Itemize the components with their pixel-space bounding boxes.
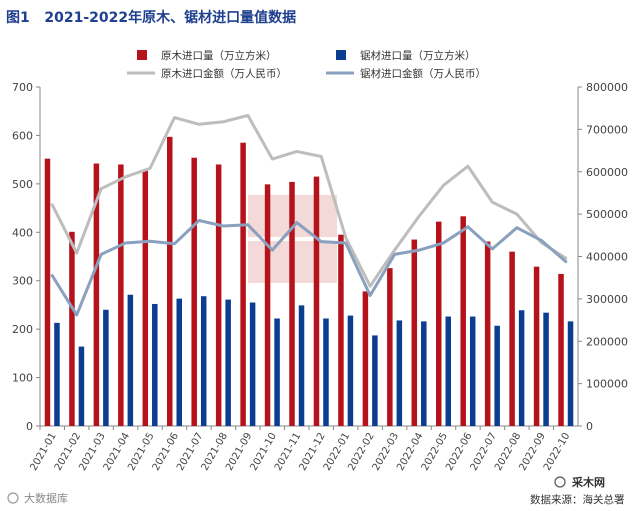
legend-label: 原木进口金额（万人民币） xyxy=(161,67,287,80)
bar-log-volume xyxy=(533,266,540,426)
lines-group xyxy=(50,113,568,317)
legend-swatch xyxy=(336,50,346,60)
bar-lumber-volume xyxy=(274,318,280,426)
wechat-icon-brand xyxy=(554,476,566,488)
bar-lumber-volume xyxy=(469,316,476,426)
bar-log-volume xyxy=(118,164,124,426)
bar-log-volume xyxy=(69,231,75,426)
bar-log-volume xyxy=(362,291,369,426)
legend: 原木进口量（万立方米） 锯材进口量（万立方米） 原木进口金额（万人民币） 锯材进口金额… xyxy=(127,49,486,80)
bar-log-volume xyxy=(387,268,393,426)
bar-lumber-volume xyxy=(225,299,231,426)
bar-lumber-volume xyxy=(200,296,207,426)
y-left-tick-label: 600 xyxy=(12,129,33,142)
bar-log-volume xyxy=(191,157,197,426)
y-right-tick-label: 500000 xyxy=(586,208,628,221)
bar-lumber-volume xyxy=(494,325,500,426)
bar-log-volume xyxy=(313,176,320,426)
bar-log-volume xyxy=(509,251,515,426)
bar-log-volume xyxy=(215,164,222,426)
legend-log-volume: 原木进口量（万立方米） xyxy=(137,49,277,62)
bar-log-volume xyxy=(338,234,344,426)
y-right-tick-label: 600000 xyxy=(586,166,628,179)
y-left-tick-label: 100 xyxy=(12,372,33,385)
bar-lumber-volume xyxy=(152,303,158,426)
bar-lumber-volume xyxy=(396,320,403,426)
bar-lumber-volume xyxy=(127,294,134,426)
brand-badge: 采木网 xyxy=(554,475,605,489)
bar-log-volume xyxy=(289,181,295,426)
bar-log-volume xyxy=(142,170,149,426)
y-right-tick-label: 100000 xyxy=(586,378,628,391)
legend-lumber-value: 锯材进口金额（万人民币） xyxy=(326,67,486,80)
bar-lumber-volume xyxy=(543,312,549,426)
bar-lumber-volume xyxy=(249,302,256,426)
bar-lumber-volume xyxy=(176,298,182,426)
bar-lumber-volume xyxy=(54,322,60,426)
watermark-text: 大数据库 xyxy=(24,491,68,505)
bar-log-volume xyxy=(411,239,418,426)
bar-log-volume xyxy=(264,184,271,426)
chart-title: 图1 2021-2022年原木、锯材进口量值数据 xyxy=(6,10,297,26)
bar-lumber-volume xyxy=(78,346,85,426)
legend-swatch xyxy=(137,50,147,60)
bars-group xyxy=(44,136,574,427)
watermark-badge: 大数据库 xyxy=(7,491,68,505)
bar-log-volume xyxy=(460,216,466,426)
bar-log-volume xyxy=(484,241,491,426)
bar-lumber-volume xyxy=(567,321,574,426)
brand-text: 采木网 xyxy=(571,475,605,489)
bar-lumber-volume xyxy=(445,316,451,426)
y-right-tick-label: 200000 xyxy=(586,335,628,348)
bar-lumber-volume xyxy=(518,310,525,426)
y-left-tick-label: 400 xyxy=(12,226,33,239)
y-right-tick-label: 700000 xyxy=(586,123,628,136)
bar-lumber-volume xyxy=(421,321,427,426)
y-left-tick-label: 0 xyxy=(26,420,33,433)
bar-log-volume xyxy=(240,142,246,426)
wechat-icon xyxy=(7,492,19,504)
bar-lumber-volume xyxy=(103,309,109,426)
bar-lumber-volume xyxy=(298,305,305,426)
y-right-tick-label: 800000 xyxy=(586,81,628,94)
line-lumber-value xyxy=(50,218,568,317)
legend-label: 锯材进口金额（万人民币） xyxy=(360,67,486,80)
legend-label: 原木进口量（万立方米） xyxy=(161,49,277,62)
source-text: 数据来源：海关总署 xyxy=(530,493,625,506)
bar-lumber-volume xyxy=(323,318,329,426)
y-right-tick-label: 0 xyxy=(586,420,593,433)
legend-lumber-volume: 锯材进口量（万立方米） xyxy=(336,49,476,62)
bar-log-volume xyxy=(93,163,100,426)
bar-log-volume xyxy=(558,273,564,426)
bar-log-volume xyxy=(436,221,442,426)
legend-label: 锯材进口量（万立方米） xyxy=(360,49,476,62)
line-log-value xyxy=(50,113,568,288)
y-left-tick-label: 500 xyxy=(12,178,33,191)
bar-log-volume xyxy=(167,136,173,427)
bar-log-volume xyxy=(44,158,51,426)
bar-lumber-volume xyxy=(347,315,354,426)
bar-lumber-volume xyxy=(372,335,378,426)
y-left-tick-label: 200 xyxy=(12,323,33,336)
y-right-tick-label: 300000 xyxy=(586,293,628,306)
legend-log-value: 原木进口金额（万人民币） xyxy=(127,67,287,80)
y-left-tick-label: 300 xyxy=(12,275,33,288)
y-right-tick-label: 400000 xyxy=(586,251,628,264)
y-left-tick-label: 700 xyxy=(12,81,33,94)
